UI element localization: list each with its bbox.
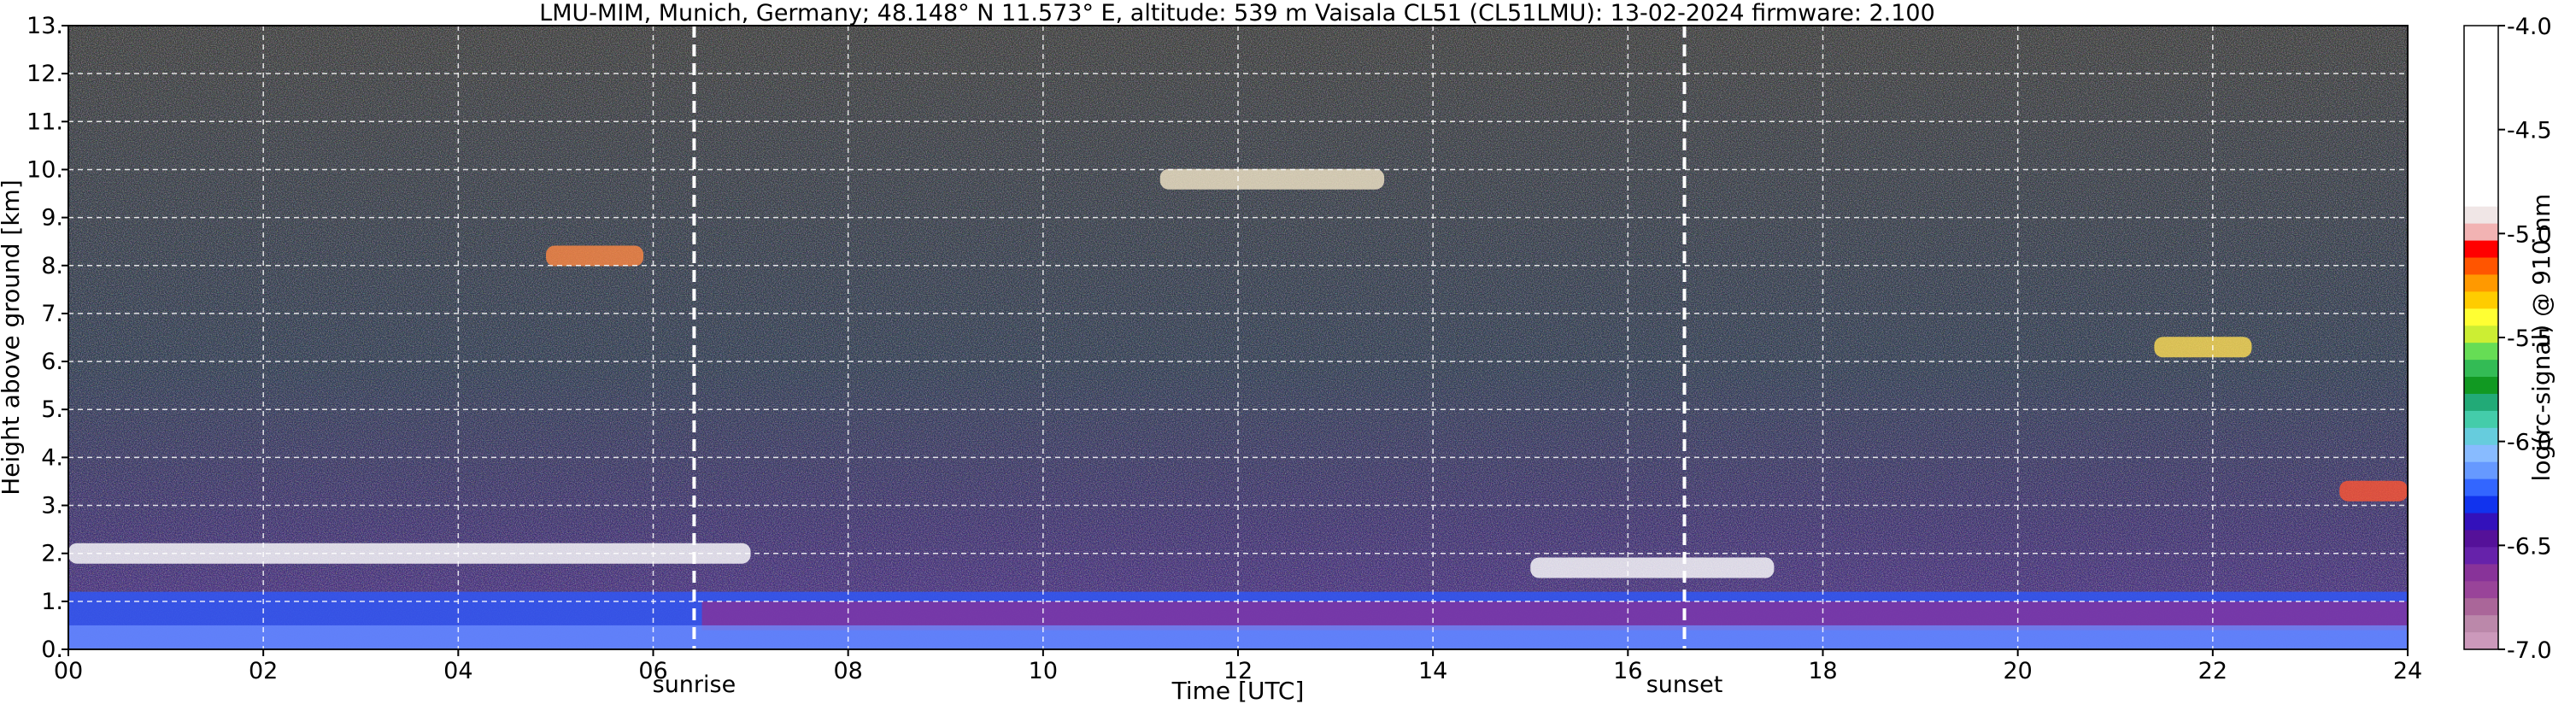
colorbar-segment [2464, 547, 2498, 565]
colorbar-segment [2464, 343, 2498, 361]
y-tick-label: 1. [41, 589, 63, 615]
event-lines [692, 26, 1687, 649]
colorbar-segment [2464, 223, 2498, 242]
colorbar-segment [2464, 564, 2498, 582]
cloud-feature [1530, 557, 1775, 578]
colorbar-segment [2464, 427, 2498, 446]
x-tick-label: 10 [1029, 658, 1058, 684]
y-axis: 0. 1. 2. 3. 4. 5. 6. 7. 8. 9. 10. 11. 12. 13. [26, 13, 68, 663]
cloud-feature [546, 245, 644, 267]
colorbar-segment [2464, 632, 2498, 650]
colorbar-segment [2464, 478, 2498, 497]
x-tick-label: 08 [833, 658, 862, 684]
colorbar-tick-label: -4.0 [2507, 14, 2552, 40]
x-axis-label: Time [UTC] [1171, 677, 1305, 705]
x-tick-label: 20 [2003, 658, 2032, 684]
cloud-feature [1159, 168, 1385, 190]
colorbar-segment [2464, 513, 2498, 531]
y-tick-label: 9. [41, 205, 63, 232]
x-tick-label: 06 [638, 658, 667, 684]
plot-area [67, 25, 2409, 650]
x-tick-label: 12 [1223, 658, 1253, 684]
colorbar-ticks: -4.0 -4.5 -5.0 -5.5 -6.0 -6.5 -7.0 [2498, 14, 2552, 664]
y-tick-label: 10. [26, 156, 63, 183]
colorbar-segment [2464, 360, 2498, 378]
colorbar-tick-label: -6.0 [2507, 430, 2552, 456]
colorbar-label: log(rc-signal) @ 910 nm [2527, 194, 2555, 482]
colorbar-tick-label: -5.0 [2507, 221, 2552, 248]
colorbar [2463, 25, 2499, 650]
colorbar-tick-label: -4.5 [2507, 118, 2552, 144]
colorbar-segment [2464, 530, 2498, 548]
x-tick-label: 22 [2198, 658, 2227, 684]
x-axis: 00 02 04 06 08 10 12 14 16 18 20 22 24 [54, 649, 2422, 684]
x-tick-label: 16 [1613, 658, 1642, 684]
y-tick-label: 3. [41, 493, 63, 519]
cloud-feature [2339, 480, 2408, 502]
colorbar-segment [2464, 615, 2498, 633]
colorbar-segment [2464, 240, 2498, 259]
colorbar-segment [2464, 326, 2498, 343]
event-label-sunset: sunset [1646, 672, 1723, 698]
y-tick-label: 11. [26, 109, 63, 135]
x-tick-label: 02 [249, 658, 278, 684]
y-tick-label: 12. [26, 61, 63, 87]
colorbar-tick-label: -6.5 [2507, 533, 2552, 560]
y-axis-label: Height above ground [km] [0, 179, 25, 496]
colorbar-segment [2464, 461, 2498, 480]
grid-lines [68, 26, 2408, 649]
cloud-features [68, 168, 2408, 578]
event-label-sunrise: sunrise [653, 672, 736, 698]
colorbar-segment [2464, 274, 2498, 292]
cloud-feature [2154, 337, 2252, 358]
y-tick-label: 2. [41, 541, 63, 567]
y-tick-label: 4. [41, 444, 63, 471]
colorbar-tick-label: -7.0 [2507, 637, 2552, 664]
colorbar-segment [2464, 410, 2498, 429]
x-tick-label: 24 [2393, 658, 2422, 684]
x-tick-label: 04 [443, 658, 472, 684]
y-tick-label: 0. [41, 637, 63, 663]
y-tick-label: 6. [41, 349, 63, 375]
y-tick-label: 7. [41, 301, 63, 327]
chart-title: LMU-MIM, Munich, Germany; 48.148° N 11.5… [539, 0, 1935, 26]
colorbar-segment [2464, 393, 2498, 412]
y-tick-label: 8. [41, 253, 63, 279]
colorbar-segment [2464, 496, 2498, 514]
colorbar-segment [2464, 377, 2498, 395]
colorbar-segment [2464, 206, 2498, 225]
x-tick-label: 18 [1808, 658, 1837, 684]
event-labels: sunrise sunset [653, 672, 1723, 698]
colorbar-segment [2464, 598, 2498, 616]
colorbar-segment [2464, 291, 2498, 309]
colorbar-segment [2464, 581, 2498, 599]
colorbar-segment [2464, 444, 2498, 463]
x-tick-label: 00 [54, 658, 83, 684]
colorbar-segment [2464, 26, 2498, 207]
colorbar-tick-label: -5.5 [2507, 326, 2552, 352]
colorbar-segment [2464, 308, 2498, 326]
y-tick-label: 5. [41, 396, 63, 423]
y-tick-label: 13. [26, 13, 63, 39]
colorbar-segment [2464, 257, 2498, 276]
x-tick-label: 14 [1418, 658, 1447, 684]
